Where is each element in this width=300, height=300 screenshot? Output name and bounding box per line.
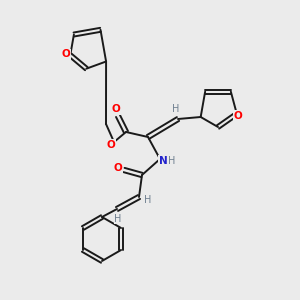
Text: H: H [172,104,180,114]
Text: O: O [62,49,70,59]
Text: N: N [159,156,167,166]
Text: H: H [114,214,122,224]
Text: H: H [144,195,152,205]
Text: O: O [114,163,122,173]
Text: O: O [112,104,120,114]
Text: O: O [106,140,116,150]
Text: O: O [233,111,242,121]
Text: H: H [168,156,176,166]
